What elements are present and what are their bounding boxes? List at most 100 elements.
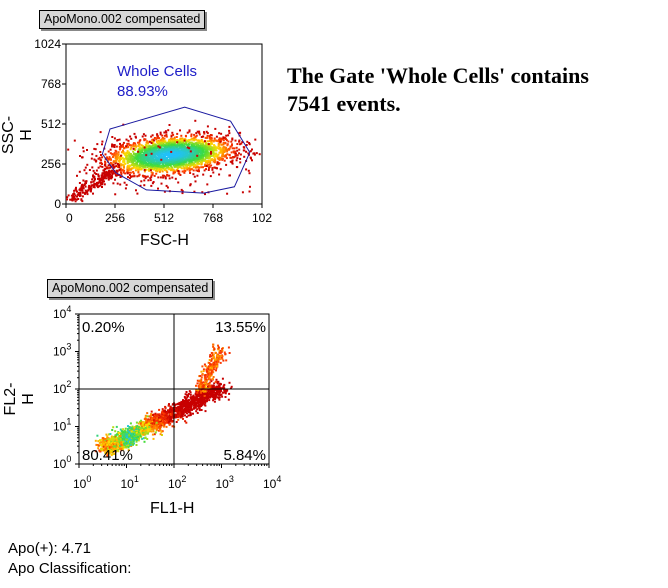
event-dot bbox=[139, 165, 142, 168]
debris-dot bbox=[98, 179, 101, 182]
event-dot bbox=[143, 184, 146, 187]
event-dot bbox=[159, 133, 162, 136]
event-dot bbox=[118, 159, 121, 162]
event-dot bbox=[174, 177, 177, 180]
event-dot bbox=[214, 166, 217, 169]
event-dot bbox=[161, 165, 164, 168]
event-dot bbox=[191, 402, 194, 405]
scatter-dot bbox=[157, 145, 160, 148]
event-dot bbox=[188, 390, 191, 393]
event-dot bbox=[193, 146, 196, 149]
event-dot bbox=[183, 156, 186, 159]
event-dot bbox=[186, 412, 188, 415]
event-dot bbox=[187, 159, 190, 162]
scatter-dot bbox=[194, 180, 197, 183]
event-dot bbox=[152, 142, 155, 145]
event-dot bbox=[193, 175, 196, 178]
event-dot bbox=[150, 145, 153, 148]
event-dot bbox=[173, 161, 176, 164]
event-dot bbox=[124, 427, 127, 430]
event-dot bbox=[126, 150, 129, 153]
event-dot bbox=[253, 153, 256, 156]
event-dot bbox=[167, 159, 170, 162]
event-dot bbox=[200, 154, 203, 157]
event-dot bbox=[175, 164, 178, 167]
event-dot bbox=[187, 392, 190, 395]
event-dot bbox=[200, 145, 203, 148]
event-dot bbox=[213, 146, 215, 149]
event-dot bbox=[114, 435, 116, 438]
event-dot bbox=[172, 141, 175, 144]
event-dot bbox=[185, 141, 187, 144]
scatter-dot bbox=[216, 161, 219, 164]
event-dot bbox=[164, 160, 166, 163]
event-dot bbox=[157, 164, 160, 167]
event-dot bbox=[181, 405, 184, 408]
event-dot bbox=[188, 152, 191, 154]
event-dot bbox=[224, 396, 227, 398]
event-dot bbox=[73, 139, 76, 142]
event-dot bbox=[120, 171, 122, 174]
event-dot bbox=[258, 153, 261, 156]
event-dot bbox=[130, 163, 133, 166]
event-dot bbox=[174, 141, 177, 144]
event-dot bbox=[122, 448, 125, 451]
event-dot bbox=[223, 390, 226, 393]
event-dot bbox=[104, 446, 106, 449]
event-dot bbox=[175, 139, 178, 142]
event-dot bbox=[221, 157, 224, 160]
event-dot bbox=[146, 412, 149, 415]
scatter-dot bbox=[177, 170, 180, 172]
event-dot bbox=[91, 153, 94, 156]
event-dot bbox=[129, 171, 132, 174]
event-dot bbox=[211, 167, 214, 169]
event-dot bbox=[152, 413, 155, 416]
event-dot bbox=[160, 142, 163, 145]
debris-dot bbox=[97, 177, 99, 180]
event-dot bbox=[197, 398, 199, 401]
event-dot bbox=[174, 157, 177, 160]
event-dot bbox=[203, 144, 206, 147]
scatter-dot bbox=[157, 187, 159, 190]
event-dot bbox=[195, 398, 198, 401]
event-dot bbox=[184, 154, 187, 157]
event-dot bbox=[123, 161, 126, 164]
event-dot bbox=[193, 407, 196, 410]
event-dot bbox=[204, 404, 207, 407]
event-dot bbox=[137, 145, 140, 147]
event-dot bbox=[182, 165, 185, 168]
event-dot bbox=[138, 154, 141, 157]
event-dot bbox=[136, 437, 139, 440]
debris-dot bbox=[86, 193, 89, 196]
event-dot bbox=[141, 135, 144, 138]
scatter-dot bbox=[113, 146, 116, 148]
debris-dot bbox=[85, 180, 88, 183]
event-dot bbox=[201, 394, 204, 397]
event-dot bbox=[213, 161, 216, 164]
scatter-dot bbox=[165, 184, 168, 187]
event-dot bbox=[162, 417, 165, 420]
event-dot bbox=[173, 147, 176, 149]
event-dot bbox=[218, 162, 221, 165]
event-dot bbox=[88, 169, 91, 171]
event-dot bbox=[141, 149, 144, 152]
event-dot bbox=[158, 422, 161, 425]
event-dot bbox=[122, 141, 125, 144]
event-dot bbox=[212, 399, 215, 402]
event-dot bbox=[161, 423, 164, 426]
debris-dot bbox=[80, 185, 83, 188]
event-dot bbox=[129, 164, 132, 167]
event-dot bbox=[238, 132, 241, 134]
event-dot bbox=[174, 151, 177, 154]
event-dot bbox=[102, 438, 105, 441]
event-dot bbox=[203, 391, 206, 394]
event-dot bbox=[172, 151, 175, 154]
event-dot bbox=[115, 145, 118, 148]
event-dot bbox=[129, 444, 132, 447]
event-dot bbox=[178, 165, 180, 168]
event-dot bbox=[151, 148, 154, 151]
event-dot bbox=[159, 139, 162, 142]
plot1-x-tick-label: 256 bbox=[105, 211, 125, 225]
event-dot bbox=[164, 405, 167, 408]
event-dot bbox=[180, 164, 183, 167]
